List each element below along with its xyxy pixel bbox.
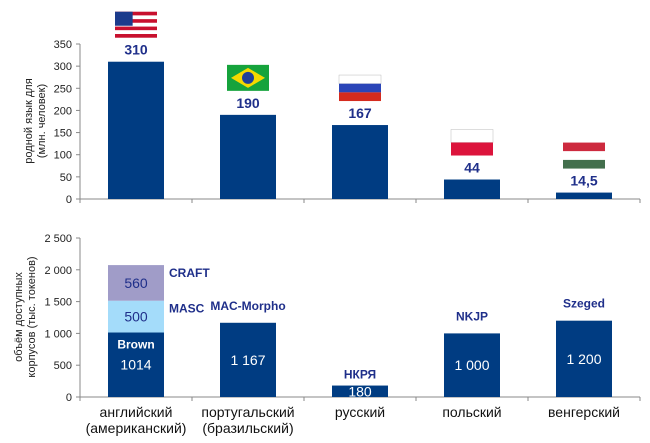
bottom-y-tick-label: 1 500 [44,297,72,309]
flag-stripe [115,22,157,27]
bottom-y-tick-label: 0 [66,392,72,404]
x-category-label: венгерский [548,404,620,420]
poland-flag-icon [450,129,494,156]
bottom-y-tick-label: 2 500 [44,233,72,245]
flag-stripe [338,74,382,84]
corpus-label-craft: CRAFT [169,266,210,280]
flag-stripe [451,142,493,156]
bottom-bar-base-4 [444,333,500,397]
bottom-bar-craft-segment [108,265,164,301]
us-flag-icon [115,11,157,38]
bottom-bar-craft-value: 560 [124,275,148,291]
top-y-axis-label-line: (млн. человек) [36,84,48,158]
flag-stripe [115,19,157,23]
top-bar-value-label: 44 [464,160,480,176]
bottom-bar-masc-value: 500 [124,309,148,325]
corpus-label-brown: Brown [117,338,154,352]
bottom-bar-base-value: 1 167 [230,352,265,368]
top-bar-value-label: 190 [236,95,260,111]
flag-stripe [115,15,157,20]
flag-stripe [115,34,157,38]
flag-stripe [115,26,157,31]
x-category-label-line: русский [335,404,385,420]
bottom-bar-base-value: 1 200 [566,351,601,367]
bottom-bar-base-1 [108,332,164,397]
x-category-label: португальский (бразильский) [201,404,294,436]
top-y-axis-label-line: родной язык для [23,78,35,163]
x-category-label-line: венгерский [548,404,620,420]
x-category-label-line: (американский) [86,420,187,436]
bottom-bar-base-value: 180 [348,383,372,399]
x-category-label: русский [335,404,385,420]
bottom-y-axis-label-line: объём доступных [13,272,25,362]
x-category-label-line: английский [100,404,173,420]
bottom-bar-masc-segment [108,300,164,333]
top-bar-value-label: 14,5 [570,173,597,189]
bottom-bar-base-5 [556,320,612,397]
bottom-y-axis-label: объём доступныхкорпусов (тыс. токенов) [13,256,38,377]
bottom-bar-base-value: 1014 [120,357,151,373]
corpus-label: НКРЯ [344,368,376,382]
flag-canton [115,11,133,26]
top-bar-4 [444,179,500,199]
top-y-tick-label: 300 [54,61,72,73]
flag-stripe [450,129,494,143]
bottom-y-tick-label: 500 [54,360,72,372]
top-y-tick-label: 50 [60,172,72,184]
bottom-bar-base-2 [220,322,276,397]
flag-stripe [339,92,381,102]
top-y-tick-label: 350 [54,39,72,51]
hungary-flag-icon [563,142,605,169]
corpus-label: Szeged [563,297,605,311]
x-category-label: польский [442,404,501,420]
x-category-label: английский (американский) [86,404,187,436]
flag-stripe [563,142,605,152]
flag-stripe [563,159,605,169]
top-bar-value-label: 167 [348,105,372,121]
top-bar-2 [220,114,276,199]
corpus-label: MAC-Morpho [210,299,285,313]
flag-stripe [115,30,157,34]
flag-stripe [339,83,381,93]
flag-stripe [115,11,157,16]
bottom-bar-base-3 [332,385,388,397]
russia-flag-icon [338,74,382,102]
top-y-tick-label: 0 [66,194,72,206]
top-bar-value-label: 310 [124,42,148,58]
corpus-label-masc: MASC [169,302,205,316]
bottom-y-tick-label: 1 000 [44,328,72,340]
bottom-bar-base-value: 1 000 [454,357,489,373]
x-category-label-line: португальский [201,404,294,420]
brazil-flag-icon [227,64,269,91]
top-y-axis-label: родной язык для(млн. человек) [23,78,48,163]
bottom-y-axis-label-line: корпусов (тыс. токенов) [26,256,38,377]
bottom-y-tick-label: 2 000 [44,265,72,277]
x-category-label-line: польский [442,404,501,420]
corpus-label: NKJP [456,309,488,323]
top-bar-5 [556,192,612,199]
top-bar-3 [332,125,388,199]
x-category-label-line: (бразильский) [202,420,293,436]
top-bar-1 [108,61,164,199]
top-y-tick-label: 250 [54,83,72,95]
top-y-tick-label: 150 [54,128,72,140]
flag-stripe [563,151,605,160]
flag-globe [242,71,254,84]
top-y-tick-label: 100 [54,150,72,162]
top-y-tick-label: 200 [54,105,72,117]
